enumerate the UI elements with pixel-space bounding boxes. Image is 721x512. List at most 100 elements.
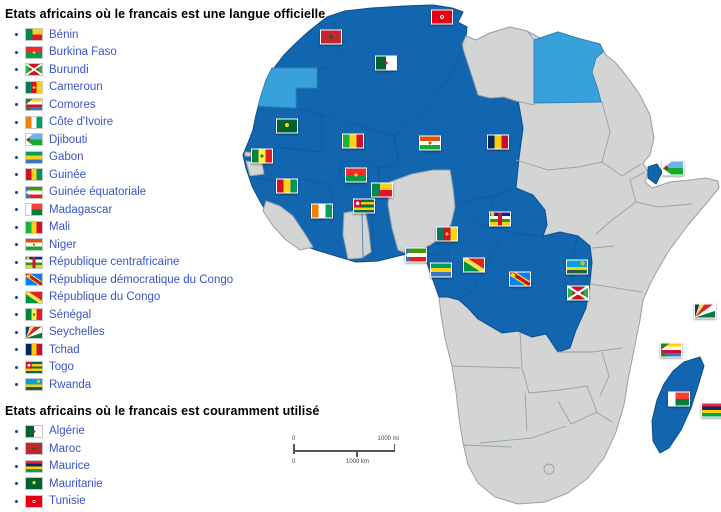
country-link[interactable]: Mauritanie — [49, 477, 103, 490]
map-flag-djibouti-icon — [662, 160, 684, 176]
map-flag-guinee-equatoriale-icon — [405, 247, 427, 263]
country-link[interactable]: Madagascar — [49, 203, 113, 216]
list-item: Guinée équatoriale — [5, 184, 335, 202]
country-link[interactable]: Guinée — [49, 168, 87, 181]
bullet-icon — [15, 429, 18, 433]
bullet-icon — [15, 278, 18, 282]
country-link[interactable]: Niger — [49, 238, 77, 251]
list-item: République du Congo — [5, 289, 335, 307]
list-item: Comores — [5, 96, 335, 114]
list-item: Rwanda — [5, 376, 335, 394]
flag-senegal-icon — [26, 309, 42, 321]
scale-tick-km — [356, 451, 358, 457]
country-link[interactable]: Maurice — [49, 460, 90, 473]
flag-rd-congo-icon — [26, 274, 42, 286]
map-flag-mauritanie-icon — [276, 118, 298, 134]
flag-niger-icon — [26, 239, 42, 251]
list-item: Guinée — [5, 166, 335, 184]
bullet-icon — [15, 383, 18, 387]
flag-maroc-icon — [26, 443, 42, 455]
map-flag-maroc-icon — [320, 29, 342, 45]
country-link[interactable]: Gabon — [49, 151, 84, 164]
bullet-icon — [15, 295, 18, 299]
bullet-icon — [15, 68, 18, 72]
map-flag-niger-icon — [419, 135, 441, 151]
common-country-list: Algérie Maroc Maurice Mauritanie Tunisie — [5, 423, 335, 511]
map-flag-maurice-icon — [701, 402, 721, 418]
country-link[interactable]: Togo — [49, 361, 74, 374]
country-link[interactable]: Tunisie — [49, 495, 86, 508]
map-region-sierra-leone-liberia — [262, 200, 314, 251]
country-link[interactable]: Maroc — [49, 442, 81, 455]
other-internal-borders — [451, 101, 693, 475]
bullet-icon — [15, 365, 18, 369]
scale-zero-km: 0 — [292, 459, 296, 465]
bullet-icon — [15, 260, 18, 264]
map-flag-centrafricaine-icon — [489, 211, 511, 227]
bullet-icon — [15, 173, 18, 177]
list-item: Cameroun — [5, 79, 335, 97]
list-item: Niger — [5, 236, 335, 254]
country-link[interactable]: Djibouti — [49, 133, 88, 146]
scale-tick-left — [293, 444, 295, 454]
scale-tick-right — [393, 444, 395, 452]
country-link[interactable]: Sénégal — [49, 308, 92, 321]
country-link[interactable]: Mali — [49, 221, 71, 234]
flag-gabon-icon — [26, 151, 42, 163]
bullet-icon — [15, 499, 18, 503]
map-scale-bar: 0 1000 mi 0 1000 km — [292, 434, 399, 466]
country-link[interactable]: Cameroun — [49, 81, 103, 94]
map-flag-algerie-icon — [375, 55, 397, 71]
list-item: Maurice — [5, 458, 335, 476]
map-flag-cote-divoire-icon — [311, 203, 333, 219]
bullet-icon — [15, 120, 18, 124]
country-link[interactable]: République centrafricaine — [49, 256, 180, 269]
map-flag-congo-icon — [463, 257, 485, 273]
list-item: Djibouti — [5, 131, 335, 149]
country-link[interactable]: Algérie — [49, 425, 85, 438]
list-item: Burundi — [5, 61, 335, 79]
country-link[interactable]: République du Congo — [49, 291, 161, 304]
list-item: Mauritanie — [5, 475, 335, 493]
list-item: République centrafricaine — [5, 254, 335, 272]
bullet-icon — [15, 464, 18, 468]
country-link[interactable]: Tchad — [49, 343, 80, 356]
country-link[interactable]: Bénin — [49, 28, 79, 41]
map-region-egypt — [533, 31, 604, 104]
flag-centrafricaine-icon — [26, 256, 42, 268]
list-item: Bénin — [5, 26, 335, 44]
map-region-libya — [461, 26, 535, 106]
bullet-icon — [15, 313, 18, 317]
country-link[interactable]: Rwanda — [49, 378, 92, 391]
list-item: Tunisie — [5, 493, 335, 511]
map-flag-rd-congo-icon — [509, 271, 531, 287]
country-link[interactable]: Comores — [49, 98, 96, 111]
bullet-icon — [15, 138, 18, 142]
flag-algerie-icon — [26, 425, 42, 437]
flag-congo-icon — [26, 291, 42, 303]
official-list-title: Etats africains où le francais est une l… — [5, 7, 326, 21]
country-link[interactable]: République démocratique du Congo — [49, 273, 234, 286]
flag-madagascar-icon — [26, 204, 42, 216]
flag-togo-icon — [26, 361, 42, 373]
list-item: Algérie — [5, 423, 335, 441]
country-link[interactable]: Burkina Faso — [49, 46, 117, 59]
common-list-title: Etats africains où le francais est coura… — [5, 403, 320, 418]
bullet-icon — [15, 330, 18, 334]
bullet-icon — [15, 225, 18, 229]
country-link[interactable]: Burundi — [49, 63, 89, 76]
flag-seychelles-icon — [26, 326, 42, 338]
flag-mali-icon — [26, 221, 42, 233]
flag-guinee-equatoriale-icon — [26, 186, 42, 198]
flag-comores-icon — [26, 99, 42, 111]
country-link[interactable]: Seychelles — [49, 326, 105, 339]
bullet-icon — [15, 103, 18, 107]
map-region-ghana — [342, 208, 372, 260]
map-flag-togo-icon — [353, 198, 375, 214]
country-link[interactable]: Guinée équatoriale — [49, 186, 147, 199]
bullet-icon — [15, 243, 18, 247]
bullet-icon — [15, 85, 18, 89]
country-link[interactable]: Côte d'Ivoire — [49, 116, 114, 129]
scale-km-label: 1000 km — [346, 459, 370, 465]
list-item: Burkina Faso — [5, 44, 335, 62]
